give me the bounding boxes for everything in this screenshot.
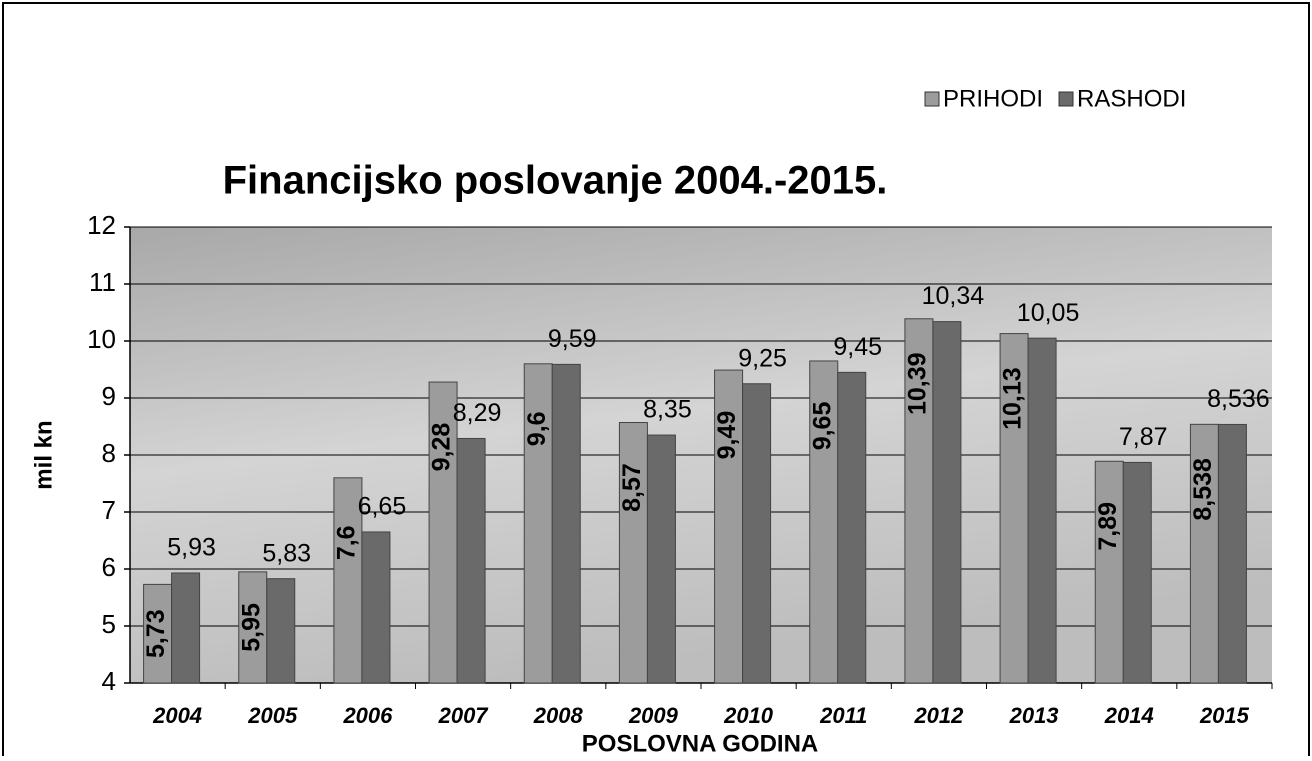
bar [742, 383, 772, 684]
bar [618, 422, 648, 684]
y-axis-label: mil kn [30, 420, 57, 489]
bar [1217, 423, 1247, 684]
value-label: 7,6 [333, 525, 361, 560]
x-tick-label: 2011 [819, 703, 867, 728]
value-label: 9,49 [713, 411, 741, 460]
value-label: 5,93 [167, 534, 216, 562]
y-tick-label: 4 [102, 666, 116, 696]
x-tick-label: 2013 [1009, 703, 1059, 728]
value-label: 9,59 [548, 325, 597, 353]
value-label: 8,536 [1207, 385, 1270, 413]
value-label: 5,73 [142, 609, 170, 658]
bar [456, 437, 486, 684]
bar [1189, 423, 1219, 684]
bar [171, 572, 201, 684]
legend-swatch [1058, 91, 1074, 107]
value-label: 9,65 [808, 402, 836, 451]
bar [428, 381, 458, 684]
y-tick-label: 10 [87, 324, 116, 354]
value-label: 10,34 [922, 282, 985, 310]
bar [837, 371, 867, 684]
value-label: 8,538 [1189, 458, 1217, 521]
value-label: 9,45 [833, 333, 882, 361]
bar [333, 477, 363, 684]
x-tick-label: 2004 [152, 703, 202, 728]
value-label: 7,87 [1119, 423, 1168, 451]
value-label: 8,35 [643, 396, 692, 424]
bar [1094, 460, 1124, 684]
value-label: 8,29 [453, 399, 502, 427]
bar [143, 583, 173, 684]
bar [361, 531, 391, 684]
y-tick-label: 8 [102, 438, 116, 468]
bar [551, 363, 581, 684]
bar [1122, 461, 1152, 684]
bar [932, 321, 962, 684]
bar [646, 434, 676, 684]
value-label: 10,05 [1017, 299, 1080, 327]
x-tick-label: 2010 [723, 703, 774, 728]
x-tick-label: 2014 [1104, 703, 1154, 728]
y-tick-label: 6 [102, 552, 116, 582]
value-label: 9,28 [428, 423, 456, 472]
y-tick-label: 12 [87, 210, 116, 240]
bar [1027, 337, 1057, 684]
value-label: 5,83 [262, 539, 311, 567]
bar [523, 363, 553, 684]
bar [904, 318, 934, 684]
value-label: 9,25 [738, 344, 787, 372]
value-label: 8,57 [618, 463, 646, 512]
value-label: 10,39 [904, 352, 932, 415]
bar [266, 578, 296, 684]
bar [809, 360, 839, 684]
x-axis-label: POSLOVNA GODINA [582, 730, 818, 756]
x-tick-label: 2007 [438, 703, 490, 728]
x-tick-label: 2008 [533, 703, 584, 728]
value-label: 10,13 [999, 367, 1027, 430]
bar [999, 333, 1029, 684]
value-label: 5,95 [237, 603, 265, 652]
y-tick-label: 7 [102, 495, 116, 525]
x-tick-label: 2012 [913, 703, 964, 728]
legend-label: RASHODI [1077, 85, 1186, 112]
legend-label: PRIHODI [943, 85, 1043, 112]
value-label: 9,6 [523, 411, 551, 446]
x-tick-label: 2006 [342, 703, 393, 728]
value-label: 6,65 [358, 493, 407, 521]
chart-title: Financijsko poslovanje 2004.-2015. [223, 159, 888, 203]
x-tick-label: 2005 [247, 703, 298, 728]
x-tick-label: 2015 [1199, 703, 1250, 728]
bar [238, 571, 268, 684]
value-label: 7,89 [1094, 502, 1122, 551]
y-tick-label: 11 [89, 267, 116, 297]
y-tick-label: 9 [102, 381, 116, 411]
y-tick-label: 5 [102, 609, 116, 639]
x-tick-label: 2009 [628, 703, 679, 728]
legend-swatch [924, 91, 940, 107]
